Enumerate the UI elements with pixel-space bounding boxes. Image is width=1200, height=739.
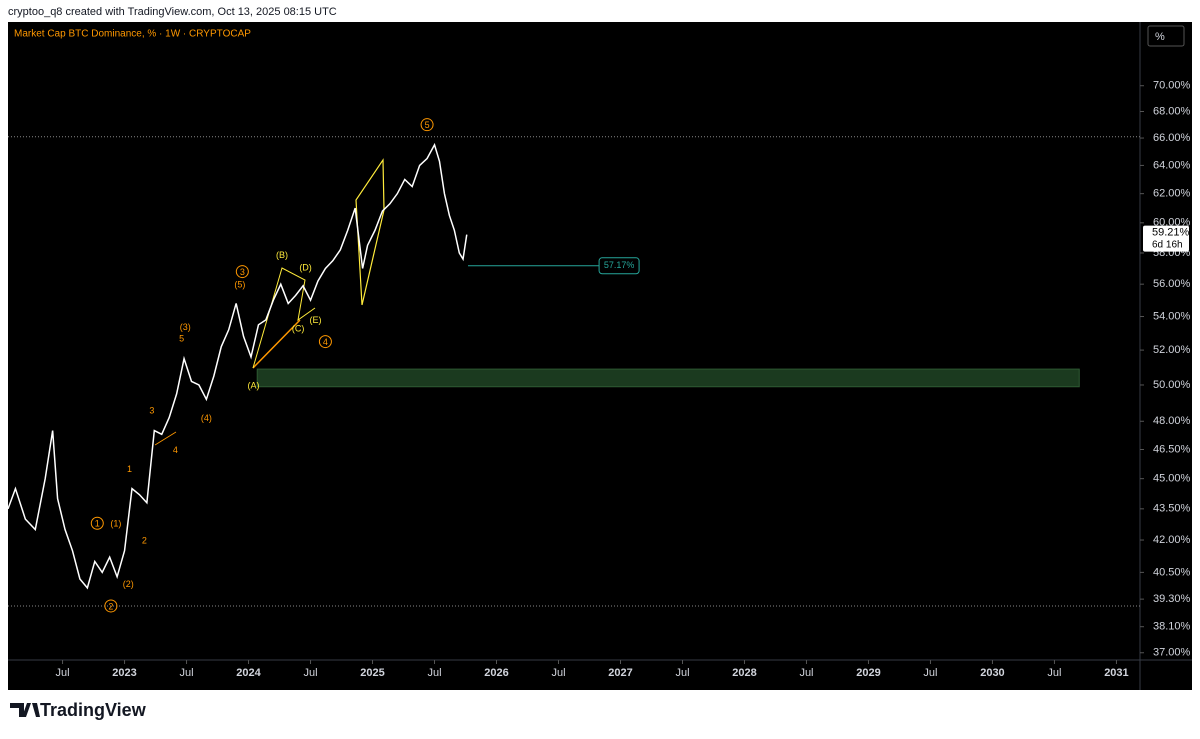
wave-label: 2 (108, 601, 113, 611)
chart-title: Market Cap BTC Dominance, % · 1W · CRYPT… (14, 29, 251, 40)
y-tick-label: 50.00% (1153, 379, 1191, 391)
x-tick-label: 2023 (112, 667, 136, 679)
chart-area (8, 22, 1192, 690)
wave-label: 4 (323, 337, 328, 347)
unit-label: % (1155, 31, 1165, 43)
price-line (7, 142, 468, 590)
wave-label: (B) (276, 250, 288, 260)
y-tick-label: 64.00% (1153, 159, 1191, 171)
x-tick-label: Jul (180, 667, 194, 679)
wave-label: (2) (123, 579, 134, 589)
y-tick-label: 43.50% (1153, 503, 1191, 515)
wave-label: 3 (240, 267, 245, 277)
x-tick-label: 2029 (856, 667, 880, 679)
footer-bar (0, 690, 1200, 734)
wave-label: (4) (201, 413, 212, 423)
wave-circle (318, 335, 332, 349)
level-label: 57.17% (604, 260, 635, 270)
wave-label: (C) (292, 324, 305, 334)
y-tick-label: 52.00% (1153, 344, 1191, 356)
zone (256, 368, 1080, 388)
x-tick-label: Jul (923, 667, 937, 679)
wave-label: (D) (299, 262, 312, 272)
y-tick-label: 40.50% (1153, 566, 1191, 578)
x-tick-label: 2030 (980, 667, 1004, 679)
x-tick-label: 2028 (732, 667, 756, 679)
price-tag (1143, 225, 1189, 252)
credit: cryptoo_q8 created with TradingView.com,… (8, 6, 337, 18)
x-tick-label: Jul (427, 667, 441, 679)
unit-button[interactable] (1147, 25, 1185, 47)
y-tick-label: 48.00% (1153, 415, 1191, 427)
countdown: 6d 16h (1152, 239, 1183, 250)
wave-label: 1 (95, 519, 100, 529)
y-tick-label: 70.00% (1153, 80, 1191, 92)
y-tick-label: 39.30% (1153, 593, 1191, 605)
y-tick-label: 56.00% (1153, 278, 1191, 290)
wave-circle (90, 516, 104, 530)
x-tick-label: Jul (799, 667, 813, 679)
wave-line (154, 431, 177, 446)
wave-label: (1) (110, 519, 121, 529)
x-tick-label: Jul (551, 667, 565, 679)
wave-label: 2 (142, 535, 147, 545)
wave-label: 5 (425, 120, 430, 130)
y-tick-label: 68.00% (1153, 105, 1191, 117)
x-tick-label: 2026 (484, 667, 508, 679)
x-tick-label: Jul (1047, 667, 1061, 679)
wave-label: (5) (234, 280, 245, 290)
y-tick-label: 62.00% (1153, 188, 1191, 200)
logo-icon (10, 703, 40, 717)
y-tick-label: 66.00% (1153, 132, 1191, 144)
y-tick-label: 37.00% (1153, 647, 1191, 659)
wave-label: 4 (173, 445, 178, 455)
y-tick-label: 46.50% (1153, 443, 1191, 455)
level-box (598, 257, 640, 275)
wave-circle (104, 599, 118, 613)
x-tick-label: 2031 (1104, 667, 1128, 679)
wave-label: 1 (127, 464, 132, 474)
x-tick-label: Jul (303, 667, 317, 679)
logo: TradingView (40, 700, 147, 720)
y-tick-label: 45.00% (1153, 473, 1191, 485)
header-bar (0, 0, 1200, 22)
y-tick-label: 42.00% (1153, 534, 1191, 546)
wave-circle (420, 118, 434, 132)
x-tick-label: Jul (675, 667, 689, 679)
y-tick-label: 54.00% (1153, 310, 1191, 322)
y-tick-label: 38.10% (1153, 621, 1191, 633)
wave-label: 5 (179, 334, 184, 344)
wave-circle (235, 265, 249, 279)
wave-label: 3 (149, 406, 154, 416)
price-label: 59.21% (1152, 227, 1190, 239)
wave-label: (A) (247, 380, 259, 390)
x-tick-label: 2027 (608, 667, 632, 679)
wave-line (252, 319, 301, 369)
x-tick-label: Jul (56, 667, 70, 679)
x-tick-label: 2025 (360, 667, 384, 679)
wave-label: (E) (309, 315, 321, 325)
x-tick-label: 2024 (236, 667, 261, 679)
wave-label: (3) (180, 322, 191, 332)
